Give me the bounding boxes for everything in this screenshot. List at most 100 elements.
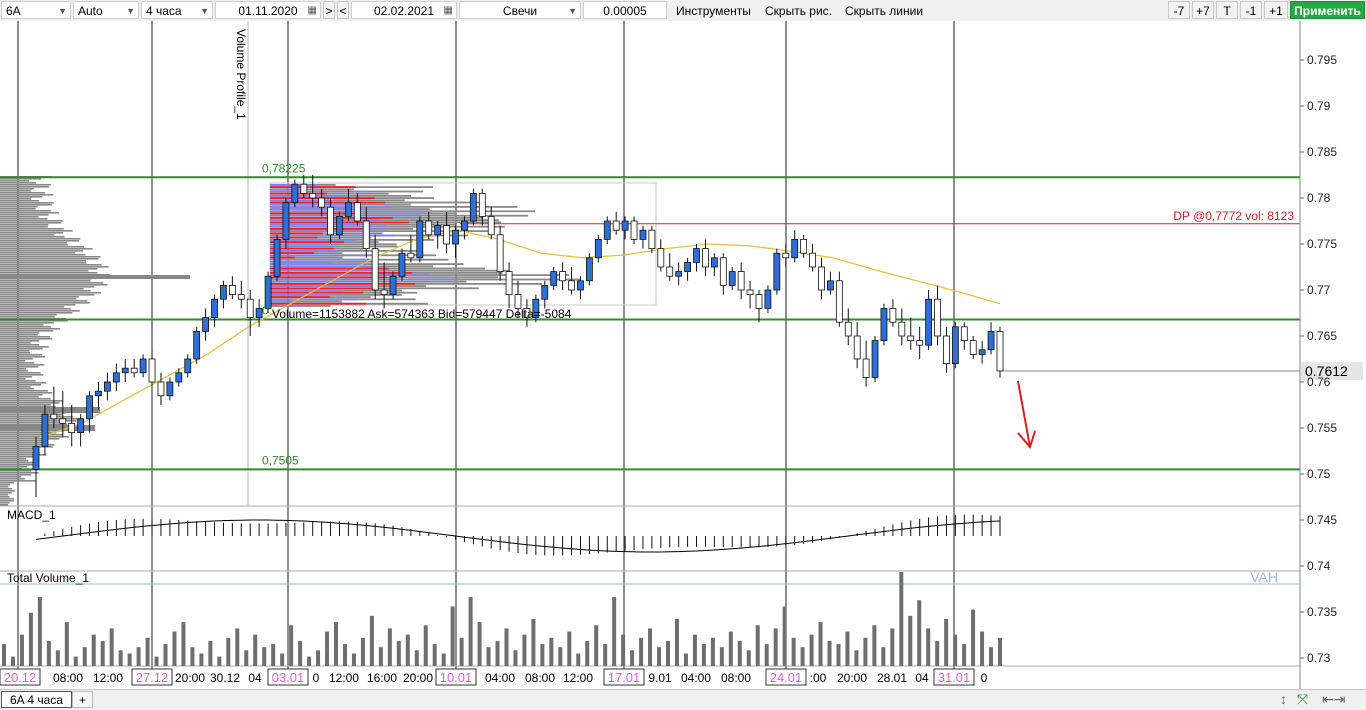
hide-drawings-button[interactable]: Скрыть рис. <box>760 1 838 19</box>
volume-bar <box>692 634 697 666</box>
profile-bar <box>0 212 60 214</box>
candles <box>32 175 1004 497</box>
profile-bar <box>270 283 415 285</box>
profile-bar <box>0 406 57 408</box>
candle-body <box>532 298 540 319</box>
profile-bar <box>0 274 111 276</box>
profile-bar <box>0 256 101 258</box>
next-button[interactable]: > <box>323 1 335 19</box>
profile-bar <box>270 287 373 290</box>
volume-bar <box>432 644 437 666</box>
arrow-head <box>1017 430 1036 450</box>
plus1-button[interactable]: +1 <box>1264 1 1288 19</box>
instruments-button[interactable]: Инструменты <box>671 1 753 19</box>
profile-bar <box>270 263 464 265</box>
profile-bar <box>0 306 65 308</box>
candle-body <box>782 252 790 259</box>
time-label: 20.12 <box>4 670 37 685</box>
hide-lines-button[interactable]: Скрыть линии <box>840 1 930 19</box>
profile-bar <box>270 219 499 221</box>
profile-bar <box>0 282 104 284</box>
profile-bar <box>270 199 405 202</box>
time-label: 03.01 <box>272 670 305 685</box>
resize-vertical-icon[interactable]: ↕ <box>1280 691 1287 707</box>
profile-bar <box>0 302 90 304</box>
candle-body <box>844 321 852 337</box>
volume-bar <box>28 612 33 666</box>
profile-bar <box>270 212 358 215</box>
candle-body <box>452 229 459 245</box>
profile-bar <box>270 294 402 296</box>
profile-bar <box>0 432 57 434</box>
profile-bar <box>270 256 343 259</box>
volume-bar <box>145 637 150 666</box>
profile-bar <box>0 394 43 396</box>
profile-bar <box>0 436 69 438</box>
profile-bar <box>0 370 28 372</box>
profile-bar <box>0 250 84 252</box>
profile-bar <box>270 267 389 270</box>
tick-size-field[interactable]: 0.00005 <box>583 1 667 19</box>
volume-bar <box>863 637 868 666</box>
timeframe-select[interactable]: 4 часа ▼ <box>141 1 213 19</box>
candle-body <box>112 372 120 383</box>
minus1-button[interactable]: -1 <box>1240 1 1262 19</box>
volume-title: Total Volume_1 <box>7 571 89 585</box>
plus7-button[interactable]: +7 <box>1192 1 1214 19</box>
volume-bar <box>809 634 814 666</box>
candle-body <box>550 271 558 286</box>
date-from-field[interactable]: 01.11.2020 ▦ <box>215 1 321 19</box>
candle-body <box>666 266 674 277</box>
symbol-select[interactable]: 6A ▼ <box>1 1 71 19</box>
profile-bar <box>270 263 363 265</box>
profile-bar <box>0 386 31 388</box>
volume-bar <box>827 640 832 666</box>
fit-icon[interactable]: ⤧ <box>1297 691 1309 707</box>
volume-bar <box>630 650 635 666</box>
axis-label: 0.79 <box>1307 99 1331 113</box>
time-label: 12:00 <box>329 671 359 685</box>
profile-bar <box>270 296 331 298</box>
macd-signal-line <box>35 519 1001 553</box>
profile-bar <box>0 344 39 346</box>
apply-button[interactable]: Применить <box>1290 1 1365 19</box>
chart-type-select[interactable]: Свечи ▼ <box>459 1 581 19</box>
candle-body <box>960 326 968 341</box>
tab-6a-4h[interactable]: 6A 4 часа <box>1 691 72 708</box>
minus7-button[interactable]: -7 <box>1168 1 1190 19</box>
profile-bar <box>0 204 52 206</box>
add-tab-button[interactable]: + <box>72 691 94 708</box>
profile-bar <box>0 316 55 318</box>
profile-bar <box>0 418 83 420</box>
profile-bar <box>0 294 95 296</box>
time-label: 31.01 <box>938 670 971 685</box>
profile-bar <box>270 258 377 261</box>
profile-bar <box>270 192 327 195</box>
candle-body <box>871 340 879 378</box>
date-to-field[interactable]: 02.02.2021 ▦ <box>351 1 457 19</box>
profile-bar <box>0 492 12 494</box>
volume-bar <box>899 572 904 666</box>
arrows-horizontal-icon[interactable]: ⇤⇥ <box>1322 691 1346 707</box>
volume-bar <box>917 600 922 666</box>
profile-bar <box>0 244 68 246</box>
candle-body <box>719 257 727 286</box>
scale-select[interactable]: Auto ▼ <box>73 1 139 19</box>
volume-bar <box>37 597 42 666</box>
t-button[interactable]: T <box>1216 1 1238 19</box>
time-label: 08:00 <box>53 671 83 685</box>
volume-bar <box>710 637 715 666</box>
volume-bar <box>872 625 877 666</box>
chart-area[interactable]: 0.7950.790.7850.780.7750.770.7650.76120.… <box>0 21 1366 689</box>
prev-button[interactable]: < <box>337 1 349 19</box>
profile-bar <box>0 224 49 226</box>
price-axis: 0.7950.790.7850.780.7750.770.7650.76120.… <box>1299 21 1366 689</box>
candle-body <box>193 330 201 360</box>
profile-bar <box>270 250 419 252</box>
time-label: 04 <box>915 671 929 685</box>
candle-body <box>434 225 442 236</box>
profile-bar <box>0 310 80 312</box>
profile-bar <box>270 190 370 193</box>
profile-bar <box>0 238 81 240</box>
time-label: 27.12 <box>136 670 169 685</box>
